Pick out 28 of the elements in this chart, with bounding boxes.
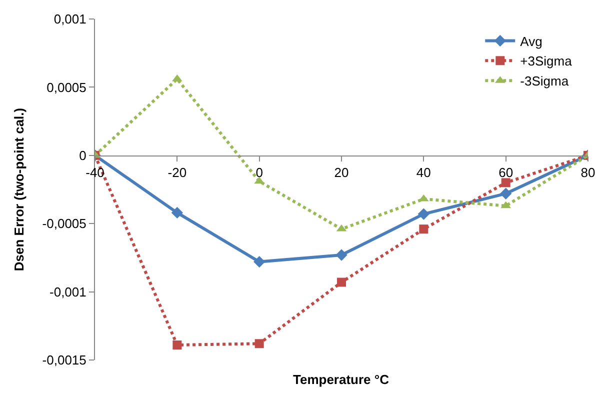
point — [253, 256, 266, 268]
y-tick-label: -0,0005 — [42, 216, 86, 232]
y-tick-label: 0 — [79, 148, 86, 163]
point — [500, 188, 512, 200]
x-tick-label: -40 — [86, 165, 104, 180]
x-tick-label: 20 — [334, 165, 349, 180]
x-axis-title: Temperature °C — [293, 372, 390, 387]
x-tick-label: 60 — [498, 165, 514, 180]
x-tick-label: 80 — [580, 165, 596, 180]
point — [501, 178, 510, 188]
y-tick-label: -0,001 — [50, 284, 86, 300]
point — [172, 340, 182, 350]
y-tick-label: -0,0015 — [42, 352, 86, 368]
y-axis-title: Dsen Error (two-point cal.) — [11, 108, 26, 272]
point — [254, 339, 264, 348]
point — [171, 206, 184, 219]
y-tick-label: 0,0005 — [46, 80, 86, 95]
point — [419, 224, 428, 234]
legend-label: -3Sigma — [520, 74, 570, 89]
y-tick-label: 0,001 — [54, 12, 86, 27]
legend-label: Avg — [520, 34, 542, 49]
x-tick-label: -20 — [168, 165, 187, 180]
x-tick-label: 40 — [416, 165, 431, 180]
x-tick-label: 0 — [256, 165, 263, 180]
point — [418, 208, 430, 220]
legend-label: +3Sigma — [520, 54, 573, 69]
point — [337, 278, 346, 287]
point — [336, 249, 348, 261]
